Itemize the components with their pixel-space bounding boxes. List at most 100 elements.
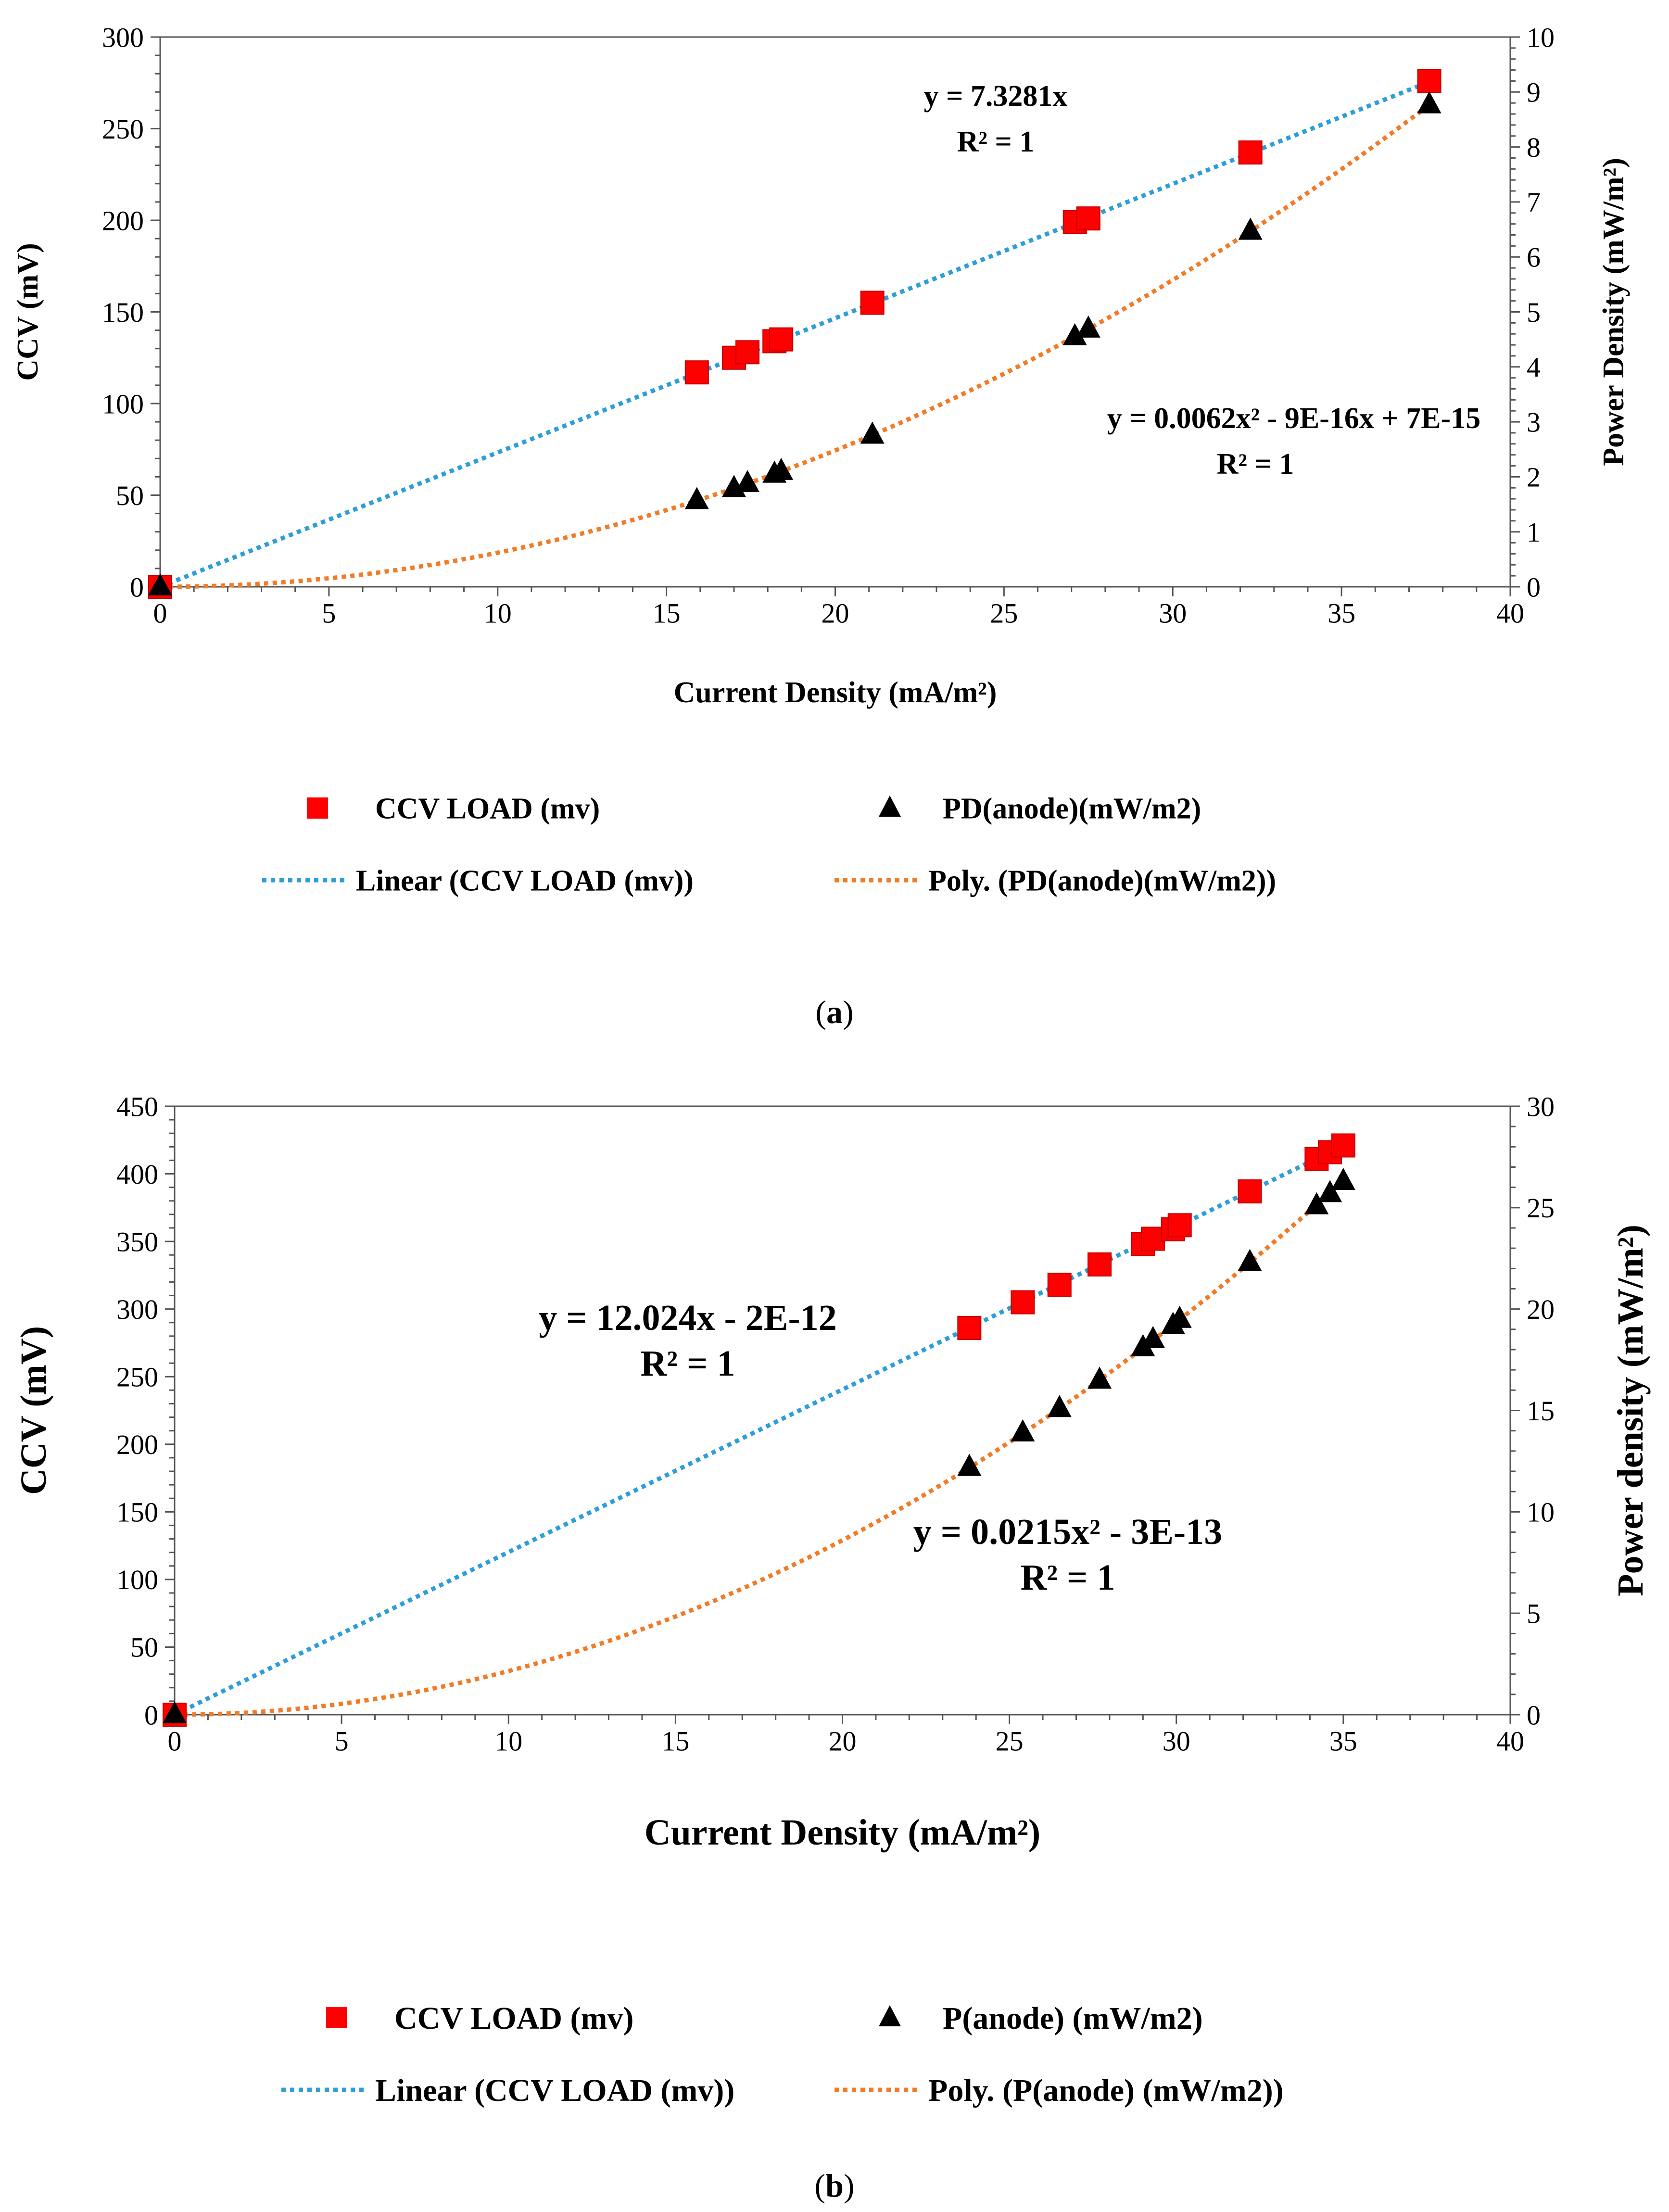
y2-tick-label: 10 <box>1527 22 1555 53</box>
data-point-triangle <box>1331 1168 1355 1190</box>
x-axis-label: Current Density (mA/m²) <box>645 1812 1040 1853</box>
y2-tick-label: 3 <box>1527 406 1541 438</box>
y-tick-label: 100 <box>102 388 144 419</box>
data-point-square <box>1047 1273 1072 1297</box>
x-tick-label: 10 <box>484 597 512 629</box>
y-tick-label: 200 <box>102 205 144 236</box>
y-tick-label: 50 <box>130 1632 158 1663</box>
trendline-poly <box>174 1179 1345 1717</box>
y2-tick-label: 0 <box>1527 1699 1541 1731</box>
data-point-triangle <box>1304 1192 1329 1214</box>
data-point-triangle <box>163 1701 187 1723</box>
y2-tick-label: 25 <box>1527 1192 1555 1224</box>
data-point-square <box>1238 140 1263 165</box>
plot-area-border <box>174 1105 1511 1716</box>
legend-label: Linear (CCV LOAD (mv)) <box>375 2073 734 2108</box>
trendline-r2: R² = 1 <box>957 126 1035 158</box>
legend-label: PD(anode)(mW/m2) <box>943 793 1201 825</box>
x-tick-label: 5 <box>335 1725 349 1757</box>
legend-label: CCV LOAD (mv) <box>394 2001 633 2036</box>
y-tick-label: 150 <box>102 297 144 328</box>
y-axis-label: CCV (mV) <box>13 1326 54 1495</box>
legend-label: Poly. (P(anode) (mW/m2)) <box>928 2073 1284 2108</box>
data-point-square <box>860 291 885 315</box>
y-tick-label: 0 <box>130 571 144 603</box>
y2-axis-label: Power Density (mW/m²) <box>1597 158 1630 466</box>
y2-tick-label: 5 <box>1527 297 1541 328</box>
y2-tick-label: 1 <box>1527 517 1541 548</box>
y-tick-label: 400 <box>116 1159 158 1190</box>
data-point-triangle <box>1318 1180 1342 1202</box>
y-axis-label: CCV (mV) <box>12 243 44 380</box>
data-point-triangle <box>1238 217 1263 240</box>
data-point-triangle <box>1011 1419 1035 1441</box>
data-point-square <box>1141 1226 1165 1251</box>
x-tick-label: 0 <box>153 597 167 629</box>
x-tick-label: 15 <box>661 1725 689 1757</box>
trendline-equation: y = 12.024x - 2E-12 <box>539 1298 837 1338</box>
y2-axis-label: Power density (mW/m²) <box>1610 1225 1651 1596</box>
caption-b: (b) <box>814 2167 855 2204</box>
y2-tick-label: 4 <box>1527 352 1541 383</box>
data-point-triangle <box>1076 315 1100 338</box>
x-tick-label: 40 <box>1496 597 1524 629</box>
trendline-linear <box>159 80 1430 589</box>
data-point-triangle <box>1167 1305 1192 1328</box>
data-point-triangle <box>1417 91 1441 114</box>
legend-label: Poly. (PD(anode)(mW/m2)) <box>928 865 1276 897</box>
trendline-r2: R² = 1 <box>641 1343 735 1384</box>
data-point-square <box>684 360 709 385</box>
data-point-square <box>735 340 760 365</box>
y2-tick-label: 2 <box>1527 462 1541 493</box>
chart-b-svg: 0 5 10 15 20 25 30 35 40050100150200250300350400… <box>13 1091 1651 2108</box>
legend-marker-square <box>326 2007 347 2028</box>
data-point-triangle <box>769 457 794 480</box>
data-point-square <box>1238 1179 1262 1204</box>
data-point-square <box>1417 69 1441 93</box>
y-tick-label: 300 <box>102 22 144 53</box>
x-tick-label: 30 <box>1163 1725 1190 1757</box>
y-tick-label: 250 <box>116 1362 158 1393</box>
x-tick-label: 35 <box>1329 1725 1357 1757</box>
trendline-equation: y = 0.0062x² - 9E-16x + 7E-15 <box>1107 402 1480 435</box>
data-point-triangle <box>860 421 885 444</box>
x-tick-label: 25 <box>990 597 1018 629</box>
y2-tick-label: 30 <box>1527 1091 1555 1122</box>
trendline-r2: R² = 1 <box>1217 448 1294 480</box>
data-point-square <box>1167 1213 1192 1238</box>
y-tick-label: 350 <box>116 1226 158 1257</box>
legend-marker-triangle <box>879 2005 901 2026</box>
data-point-triangle <box>1062 323 1087 345</box>
data-point-square <box>1087 1252 1112 1277</box>
data-point-triangle <box>1238 1249 1262 1271</box>
chart-panel-a: 0 5 10 15 20 25 30 35 40 0 50 100 150 200 250 300 0 1 2 3 4 5… <box>0 0 1669 1058</box>
y2-tick-label: 7 <box>1527 187 1541 218</box>
y2-tick-label: 0 <box>1527 571 1541 603</box>
x-tick-label: 0 <box>168 1725 182 1757</box>
chart-a-svg: 0 5 10 15 20 25 30 35 40050100150200250300012345… <box>12 22 1630 897</box>
chart-panel-b: 0 5 10 15 20 25 30 35 40 0 50 100 150 200 250 300 350 400… <box>0 1058 1669 2212</box>
data-point-triangle <box>148 573 172 595</box>
trendline-equation: y = 7.3281x <box>924 80 1068 113</box>
y2-tick-label: 5 <box>1527 1598 1541 1629</box>
y-tick-label: 150 <box>116 1497 158 1528</box>
y-tick-label: 100 <box>116 1564 158 1595</box>
legend-label: P(anode) (mW/m2) <box>943 2001 1203 2036</box>
y-tick-label: 50 <box>116 480 144 511</box>
data-point-triangle <box>735 470 760 493</box>
trendline-poly <box>160 103 1431 589</box>
x-axis-label: Current Density (mA/m²) <box>674 676 997 709</box>
y-tick-label: 450 <box>116 1091 158 1122</box>
x-tick-label: 30 <box>1159 597 1187 629</box>
x-tick-label: 40 <box>1496 1725 1524 1757</box>
y-tick-label: 0 <box>144 1699 158 1731</box>
y2-tick-label: 6 <box>1527 242 1541 273</box>
x-tick-label: 20 <box>822 597 849 629</box>
y2-tick-label: 9 <box>1527 77 1541 108</box>
legend-label: Linear (CCV LOAD (mv)) <box>356 865 694 897</box>
y-tick-label: 300 <box>116 1294 158 1325</box>
x-tick-label: 35 <box>1328 597 1355 629</box>
x-tick-label: 25 <box>996 1725 1024 1757</box>
x-tick-label: 5 <box>322 597 336 629</box>
y2-tick-label: 20 <box>1527 1294 1555 1325</box>
